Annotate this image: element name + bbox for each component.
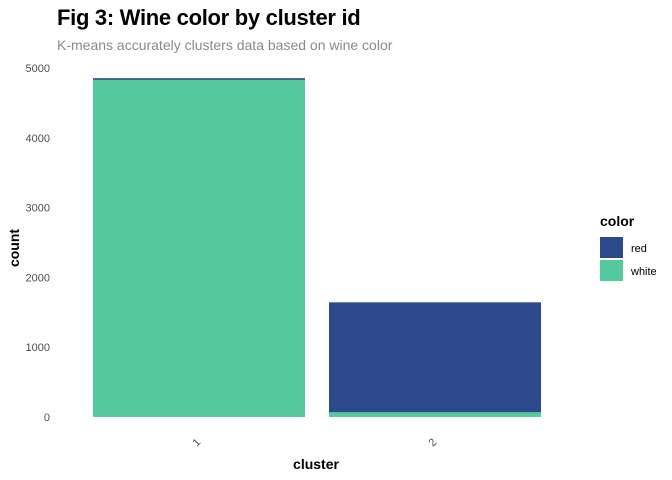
y-tick-label-3000: 3000 (26, 203, 50, 215)
bar-cluster-2-red (329, 302, 541, 413)
y-tick-label-0: 0 (44, 412, 50, 424)
x-tick-label-2: 2 (426, 436, 439, 449)
legend-label-red: red (631, 243, 647, 255)
x-tick-label-1: 1 (190, 436, 203, 449)
legend-title: color (600, 213, 635, 229)
y-axis-label: count (6, 229, 22, 267)
y-tick-label-1000: 1000 (26, 342, 50, 354)
y-axis: 0 1000 2000 3000 4000 5000 (26, 63, 50, 424)
y-tick-label-2000: 2000 (26, 272, 50, 284)
bar-cluster-2-white (329, 412, 541, 417)
legend: color red white (600, 213, 657, 281)
chart-title: Fig 3: Wine color by cluster id (57, 5, 361, 30)
legend-label-white: white (630, 266, 657, 278)
bar-cluster-1-red (93, 78, 305, 80)
x-axis-label: cluster (293, 456, 339, 472)
bar-cluster-1-white (93, 79, 305, 417)
y-tick-label-5000: 5000 (26, 63, 50, 75)
legend-key-red (600, 237, 623, 258)
y-tick-label-4000: 4000 (26, 133, 50, 145)
legend-key-white (600, 260, 623, 281)
plot-area (93, 78, 541, 417)
chart-subtitle: K-means accurately clusters data based o… (57, 37, 393, 53)
